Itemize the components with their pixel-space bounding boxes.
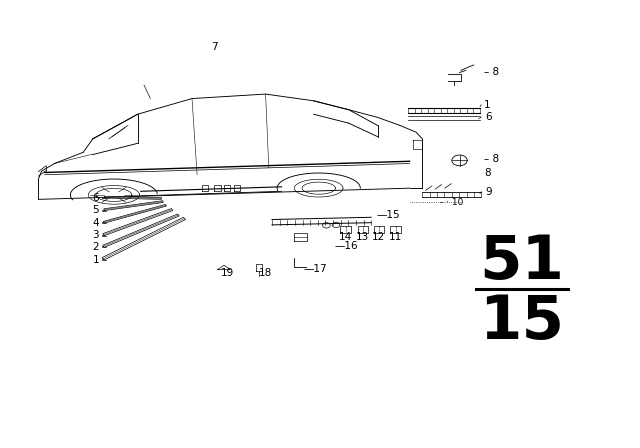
Text: 12: 12 — [372, 233, 385, 242]
Text: —15: —15 — [376, 210, 400, 220]
Text: —17: —17 — [304, 264, 328, 274]
Text: 9: 9 — [485, 187, 492, 197]
Text: – 8: – 8 — [484, 154, 499, 164]
Text: 13: 13 — [356, 233, 369, 242]
Text: 1: 1 — [93, 255, 99, 265]
Text: 3: 3 — [93, 230, 99, 240]
Text: 8: 8 — [484, 168, 490, 178]
Text: 6: 6 — [485, 112, 492, 122]
Text: – 8: – 8 — [484, 67, 499, 77]
Text: 15: 15 — [479, 293, 564, 352]
Text: 6: 6 — [93, 193, 99, 203]
Text: 1: 1 — [484, 100, 490, 110]
Text: 14: 14 — [339, 233, 352, 242]
Text: 2: 2 — [93, 242, 99, 252]
Text: - · 10: - · 10 — [440, 198, 464, 207]
Text: 19: 19 — [221, 268, 234, 278]
Text: 51: 51 — [479, 233, 564, 292]
Text: 7: 7 — [211, 42, 218, 52]
Text: 11: 11 — [389, 233, 402, 242]
Text: 4: 4 — [93, 218, 99, 228]
Text: 18: 18 — [259, 268, 272, 278]
Text: —16: —16 — [334, 241, 358, 250]
Text: 5: 5 — [93, 205, 99, 215]
